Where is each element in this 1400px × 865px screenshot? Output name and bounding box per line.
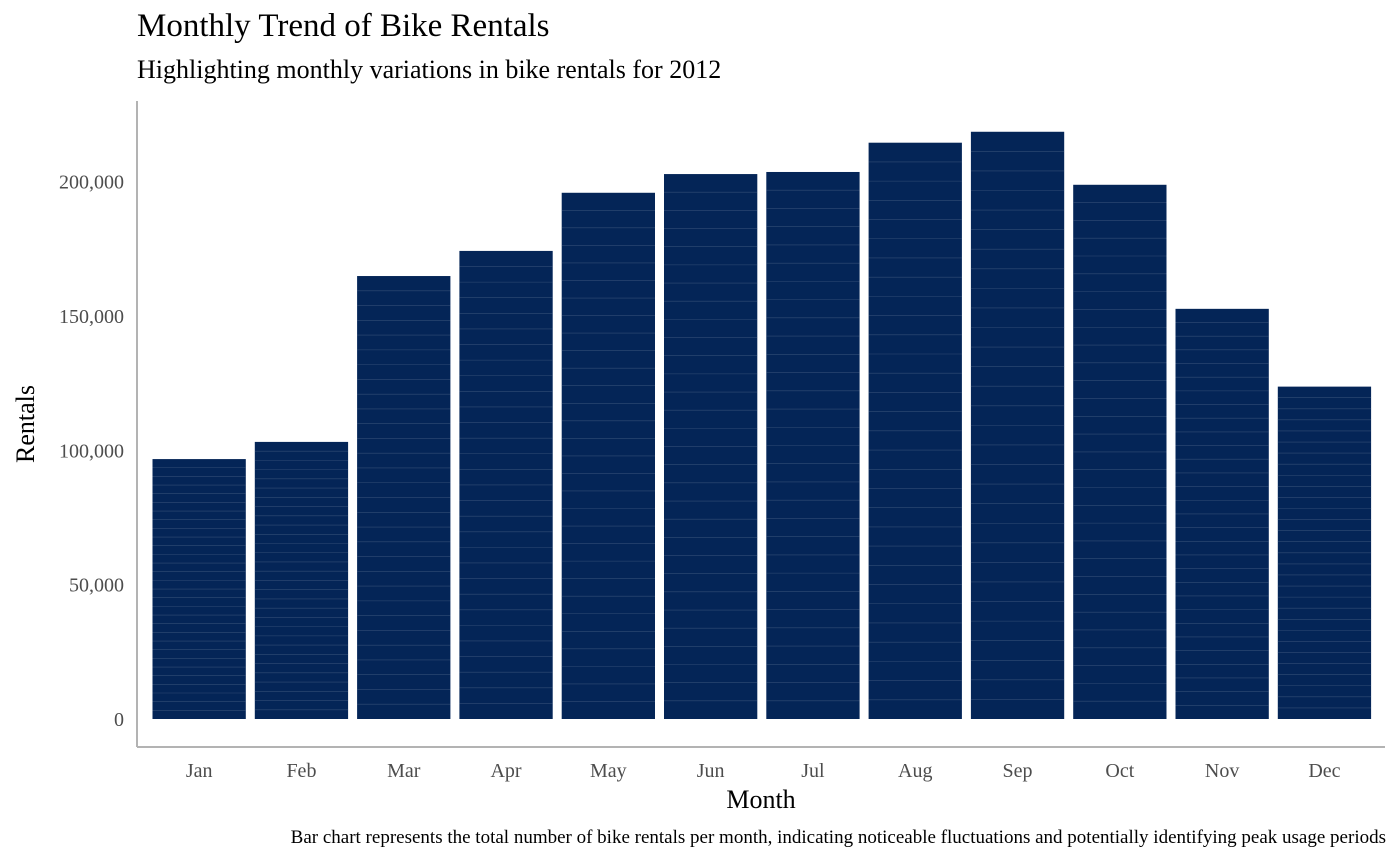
bar-stripes-dec [1277,397,1372,709]
y-tick-label: 0 [114,709,124,731]
x-ticks: Jan Feb Mar Apr May Jun Jul Aug Sep Oct Nov Dec [186,760,1341,782]
bar-stripes-oct [1073,202,1167,702]
x-tick-label-nov: Nov [1205,760,1239,782]
y-tick-label: 150,000 [59,306,124,328]
chart-title: Monthly Trend of Bike Rentals [137,8,550,44]
chart-subtitle: Highlighting monthly variations in bike … [137,55,722,84]
x-axis-title: Month [726,785,795,814]
x-tick-label-feb: Feb [286,760,316,782]
bar-stripes-apr [459,266,553,704]
y-ticks: 0 50,000 100,000 150,000 200,000 [59,172,124,731]
x-tick-label-jul: Jul [801,760,825,782]
bar-stripes-jun [664,191,758,702]
x-tick-label-mar: Mar [387,760,421,782]
bar-stripes-may [561,210,655,702]
chart-caption: Bar chart represents the total number of… [290,827,1386,848]
x-tick-label-apr: Apr [490,760,521,782]
x-tick-label-sep: Sep [1003,760,1033,782]
x-tick-label-jan: Jan [186,760,213,782]
bar-stripes-feb [254,450,349,711]
bar-stripes-nov [1175,322,1269,706]
x-tick-label-dec: Dec [1308,760,1340,782]
y-tick-label: 100,000 [59,440,124,462]
bar-stripes-jul [766,189,860,702]
x-tick-label-jun: Jun [697,760,725,782]
x-tick-label-may: May [590,760,627,782]
bar-stripes-jan [152,467,246,711]
bars-layer [152,131,1372,720]
x-tick-label-aug: Aug [898,760,932,782]
x-tick-label-oct: Oct [1105,760,1134,782]
y-tick-label: 50,000 [69,575,124,597]
bar-stripes-aug [868,161,962,701]
y-axis-title: Rentals [11,385,40,463]
bar-stripes-sep [970,151,1065,700]
y-tick-label: 200,000 [59,172,124,194]
bar-stripes-mar [357,290,451,705]
